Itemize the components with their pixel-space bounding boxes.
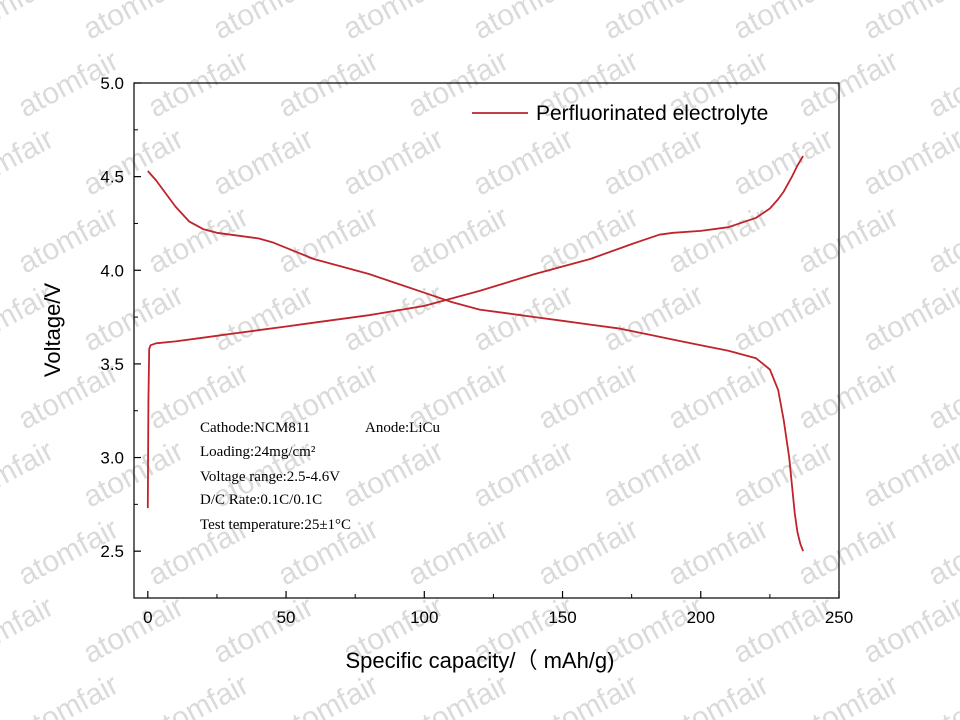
watermark-text: atomfair (663, 200, 774, 280)
watermark-text: atomfair (598, 122, 709, 202)
watermark-text: atomfair (663, 512, 774, 592)
watermark-text: atomfair (468, 0, 579, 46)
y-tick-label: 4.0 (100, 261, 124, 280)
watermark-text: atomfair (403, 512, 514, 592)
y-tick-label: 5.0 (100, 74, 124, 93)
watermark-text: atomfair (208, 590, 319, 670)
plot-frame (133, 82, 840, 599)
y-axis-ticks: 2.5 3.0 3.5 4.0 4.5 5.0 (100, 74, 141, 561)
x-axis-title: Specific capacity/（ mAh/g) (346, 648, 615, 673)
watermark-text: atomfair (338, 122, 449, 202)
watermark-text: atomfair (468, 122, 579, 202)
watermark-text: atomfair (598, 434, 709, 514)
watermark-text: atomfair (858, 434, 960, 514)
watermark-text: atomfair (923, 356, 960, 436)
y-tick-label: 3.5 (100, 355, 124, 374)
watermark-text: atomfair (858, 0, 960, 46)
watermark-text: atomfair (13, 668, 124, 720)
watermark-text: atomfair (728, 122, 839, 202)
watermark-text: atomfair (208, 278, 319, 358)
discharge-curve (147, 170, 804, 552)
watermark-text: atomfair (143, 200, 254, 280)
watermark-text: atomfair (533, 668, 644, 720)
x-tick-label: 100 (410, 608, 438, 627)
watermark-text: atomfair (533, 356, 644, 436)
y-axis-title: Voltage/V (40, 283, 65, 378)
watermark-text: atomfair (143, 668, 254, 720)
watermark-text: atomfair (0, 0, 59, 46)
charge-curve (146, 155, 804, 509)
series-layer (146, 155, 804, 552)
annotation-loading: Loading:24mg/cm² (200, 444, 316, 460)
watermark-text: atomfair (78, 590, 189, 670)
x-tick-label: 50 (277, 608, 296, 627)
watermark-text: atomfair (208, 122, 319, 202)
watermark-text: atomfair (728, 278, 839, 358)
watermark-text: atomfair (208, 0, 319, 46)
watermark-text: atomfair (273, 200, 384, 280)
watermark-text: atomfair (78, 434, 189, 514)
watermark-text: atomfair (0, 434, 59, 514)
watermark-text: atomfair (273, 44, 384, 124)
watermark-text: atomfair (338, 434, 449, 514)
watermark-text: atomfair (338, 278, 449, 358)
watermark-text: atomfair (923, 200, 960, 280)
watermark-text: atomfair (598, 278, 709, 358)
watermark-text: atomfair (663, 668, 774, 720)
x-tick-label: 150 (548, 608, 576, 627)
watermark-text: atomfair (533, 512, 644, 592)
annotation-temperature: Test temperature:25±1°C (200, 517, 351, 533)
watermark-text: atomfair (0, 590, 59, 670)
watermark-text: atomfair (273, 668, 384, 720)
watermark-text: atomfair (793, 356, 904, 436)
watermark-text: atomfair (728, 0, 839, 46)
y-tick-label: 4.5 (100, 168, 124, 187)
watermark-text: atomfair (598, 0, 709, 46)
watermark-text: atomfair (78, 278, 189, 358)
annotation-cathode: Cathode:NCM811 (200, 420, 310, 436)
watermark-text: atomfair (143, 44, 254, 124)
annotation-rate: D/C Rate:0.1C/0.1C (200, 492, 322, 508)
y-tick-label: 2.5 (100, 542, 124, 561)
watermark-text: atomfair (403, 668, 514, 720)
annotation-anode: Anode:LiCu (365, 420, 440, 436)
watermark-text: atomfair (78, 0, 189, 46)
watermark-text: atomfair (923, 44, 960, 124)
watermark-text: atomfair (858, 278, 960, 358)
legend: Perfluorinated electrolyte (472, 102, 768, 125)
watermark-text: atomfair (793, 44, 904, 124)
watermark-text: atomfair (0, 122, 59, 202)
annotation-voltage-range: Voltage range:2.5-4.6V (200, 469, 340, 485)
annotation-block: Cathode:NCM811 Anode:LiCu Loading:24mg/c… (200, 420, 440, 533)
watermark-text: atomfair (923, 512, 960, 592)
x-axis-ticks: 0 50 100 150 200 250 (143, 591, 853, 627)
watermark-text: atomfair (793, 668, 904, 720)
watermark-text: atomfair (728, 590, 839, 670)
watermark-text: atomfair (793, 200, 904, 280)
watermark-text: atomfair (468, 434, 579, 514)
watermark-text: atomfair (858, 590, 960, 670)
watermark-text: atomfair (858, 122, 960, 202)
watermark-text: atomfair (663, 356, 774, 436)
watermark-text: atomfair (78, 122, 189, 202)
x-tick-label: 200 (687, 608, 715, 627)
watermark-text: atomfair (338, 0, 449, 46)
watermark-text: atomfair (923, 668, 960, 720)
watermark-text: atomfair (728, 434, 839, 514)
x-tick-label: 0 (143, 608, 152, 627)
y-tick-label: 3.0 (100, 449, 124, 468)
x-tick-label: 250 (825, 608, 853, 627)
legend-label: Perfluorinated electrolyte (536, 102, 768, 125)
watermark-text: atomfair (793, 512, 904, 592)
watermark-text: atomfair (403, 200, 514, 280)
watermark-text: atomfair (533, 200, 644, 280)
